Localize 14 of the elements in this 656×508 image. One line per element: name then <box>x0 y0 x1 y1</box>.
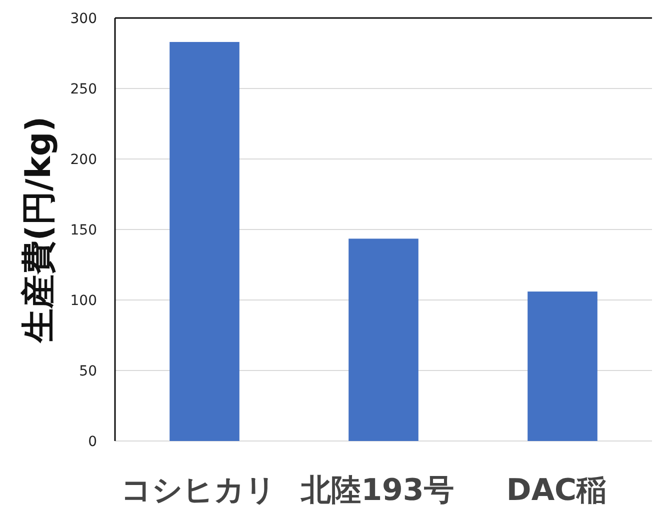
y-tick-label: 250 <box>70 82 97 98</box>
bar <box>348 238 418 441</box>
y-tick-label: 0 <box>88 434 97 450</box>
y-axis-title: 生産費(円/kg) <box>19 116 59 344</box>
y-tick-label: 50 <box>79 364 97 380</box>
y-tick-label: 100 <box>70 293 97 309</box>
y-tick-label: 200 <box>70 152 97 168</box>
x-tick-label: コシヒカリ <box>121 473 276 508</box>
y-tick-label: 150 <box>70 222 97 238</box>
bar <box>170 42 240 441</box>
bar <box>528 292 598 441</box>
x-tick-label: 北陸193号 <box>300 473 454 508</box>
x-tick-label: DAC稲 <box>506 473 607 508</box>
y-tick-label: 300 <box>70 11 97 27</box>
